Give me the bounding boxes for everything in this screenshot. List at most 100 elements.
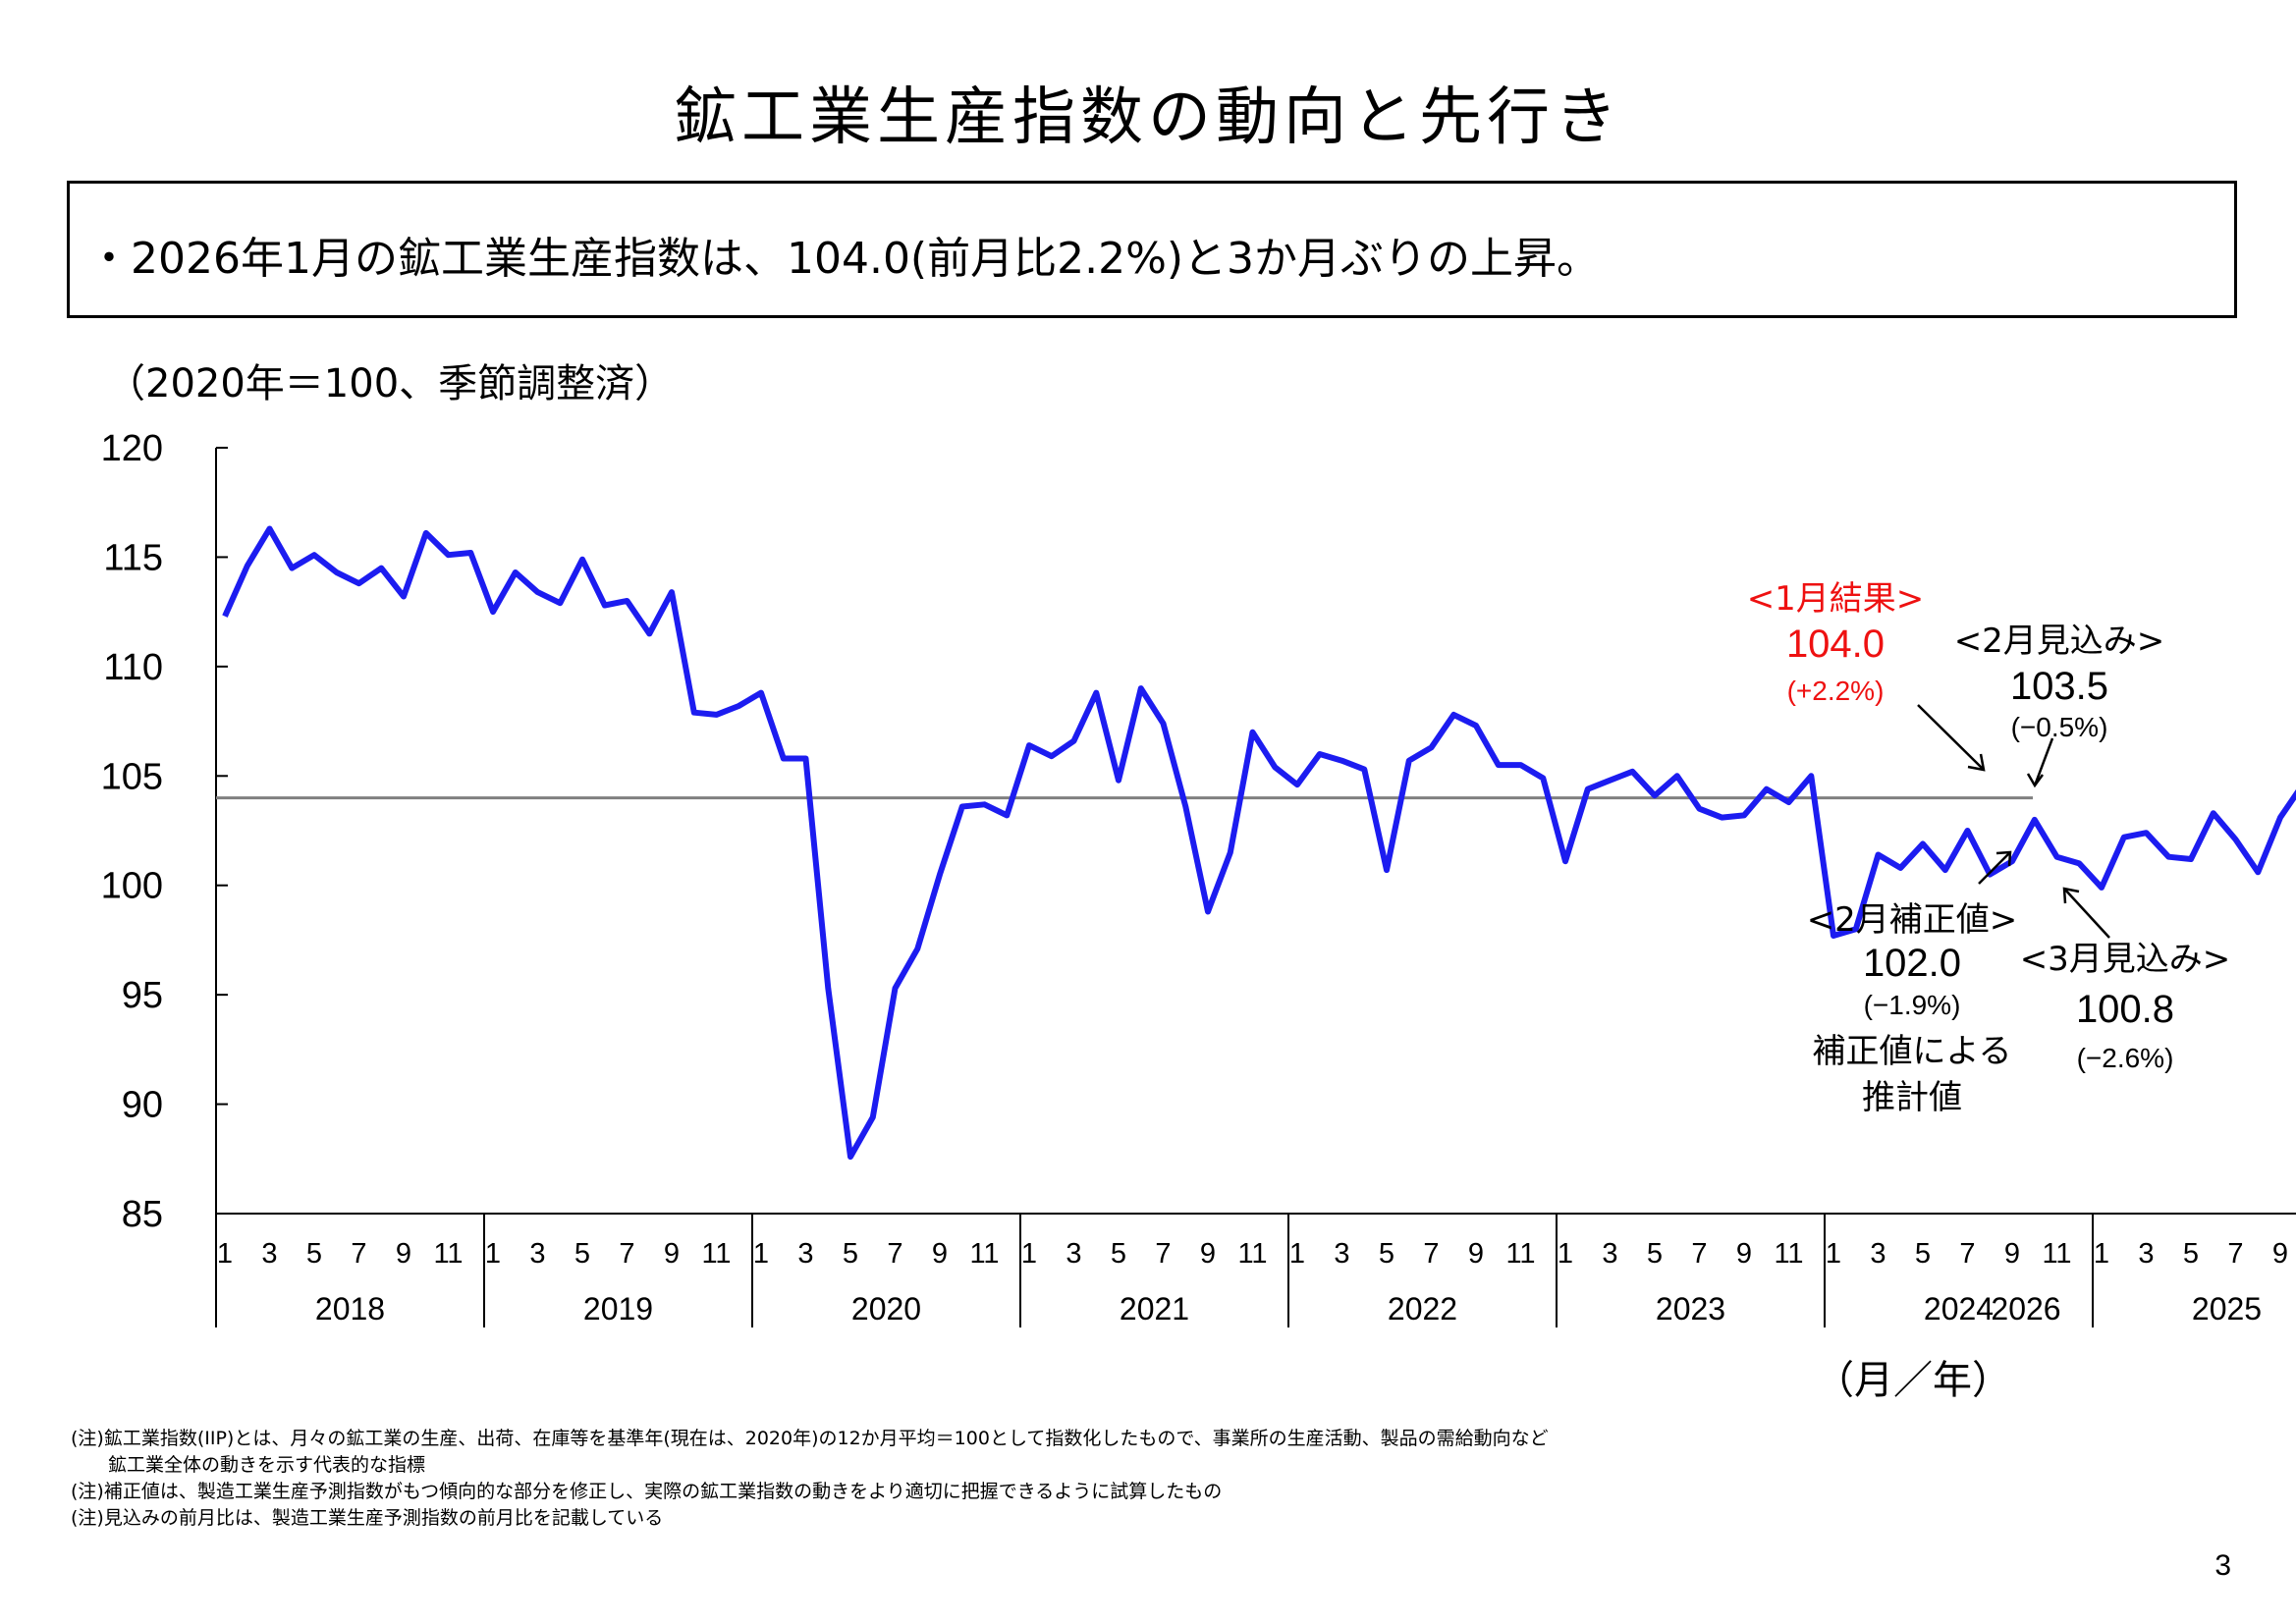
y-tick-label: 105 — [101, 756, 163, 797]
annotation-mar-forecast: <3月見込み> 100.8 (−2.6%) — [2020, 940, 2231, 1073]
series-line-iip — [222, 525, 2296, 1161]
annotation-feb-corrected-label: <2月補正値> — [1807, 900, 2018, 940]
year-label: 2022 — [1388, 1291, 1457, 1326]
annotation-feb-corrected-note1: 補正値による — [1813, 1032, 2012, 1071]
arrowhead-feb-forecast — [2026, 773, 2045, 788]
annotation-feb-forecast-label: <2月見込み> — [1954, 622, 2165, 661]
x-tick-label: 11 — [969, 1238, 999, 1270]
x-tick-label: 1 — [1826, 1238, 1841, 1270]
x-tick-label: 7 — [1155, 1238, 1171, 1270]
x-tick-label: 5 — [306, 1238, 322, 1270]
summary-text: ・2026年1月の鉱工業生産指数は、104.0(前月比2.2%)と3か月ぶりの上… — [87, 234, 1601, 284]
annotation-feb-corrected-value: 102.0 — [1863, 942, 1961, 985]
x-tick-label: 3 — [797, 1238, 813, 1270]
x-tick-label: 1 — [2094, 1238, 2109, 1270]
x-tick-label: 11 — [2042, 1238, 2071, 1270]
x-tick-label: 3 — [2138, 1238, 2154, 1270]
year-label: 2026 — [1991, 1291, 2060, 1326]
x-tick-label: 3 — [1334, 1238, 1349, 1270]
x-tick-label: 9 — [2272, 1238, 2288, 1270]
x-tick-label: 7 — [2227, 1238, 2243, 1270]
page-number: 3 — [2214, 1549, 2231, 1582]
x-tick-label: 11 — [1237, 1238, 1267, 1270]
x-tick-label: 5 — [843, 1238, 858, 1270]
x-tick-label: 9 — [1200, 1238, 1216, 1270]
chart: （2020年＝100、季節調整済） 120115110105100959085 … — [101, 361, 2296, 1403]
x-tick-label: 1 — [485, 1238, 501, 1270]
page-title: 鉱工業生産指数の動向と先行き — [674, 81, 1622, 154]
annotation-feb-corrected: <2月補正値> 102.0 (−1.9%) 補正値による 推計値 — [1807, 900, 2018, 1117]
x-tick-label: 3 — [1870, 1238, 1886, 1270]
x-tick-label: 3 — [529, 1238, 545, 1270]
x-tick-label: 7 — [1959, 1238, 1975, 1270]
arrowhead-jan — [1967, 753, 1986, 772]
y-tick-label: 110 — [103, 647, 163, 688]
footnote: (注)補正値は、製造工業生産予測指数がもつ傾向的な部分を修正し、実際の鉱工業指数… — [71, 1481, 1223, 1502]
x-tick-label: 9 — [1736, 1238, 1752, 1270]
annotation-arrows — [1917, 704, 2110, 939]
arrow-mar-forecast — [2063, 888, 2110, 939]
x-axis-label: （月／年） — [1815, 1358, 2011, 1403]
x-tick-label: 5 — [1379, 1238, 1394, 1270]
x-tick-label: 3 — [1066, 1238, 1081, 1270]
x-tick-label: 1 — [1021, 1238, 1037, 1270]
arrowhead-feb-corrected — [1995, 850, 2012, 867]
annotation-jan-value: 104.0 — [1786, 623, 1885, 666]
annotation-mar-forecast-change: (−2.6%) — [2077, 1043, 2174, 1073]
x-tick-label: 5 — [574, 1238, 590, 1270]
x-tick-label: 5 — [1915, 1238, 1931, 1270]
summary-box: ・2026年1月の鉱工業生産指数は、104.0(前月比2.2%)と3か月ぶりの上… — [67, 181, 2237, 318]
year-label: 2025 — [2192, 1291, 2262, 1326]
year-label: 2021 — [1120, 1291, 1189, 1326]
footnote: (注)鉱工業指数(IIP)とは、月々の鉱工業の生産、出荷、在庫等を基準年(現在は… — [71, 1428, 1549, 1449]
x-tick-label: 5 — [1111, 1238, 1126, 1270]
year-label: 2019 — [583, 1291, 653, 1326]
x-tick-label: 3 — [261, 1238, 277, 1270]
x-tick-label: 1 — [217, 1238, 233, 1270]
annotation-jan-change: (+2.2%) — [1787, 676, 1885, 706]
x-tick-label: 3 — [1602, 1238, 1617, 1270]
x-tick-label: 11 — [701, 1238, 731, 1270]
footnote: (注)見込みの前月比は、製造工業生産予測指数の前月比を記載している — [71, 1507, 664, 1529]
x-tick-label: 11 — [1774, 1238, 1803, 1270]
y-tick-label: 90 — [122, 1085, 163, 1126]
x-tick-label: 11 — [1505, 1238, 1535, 1270]
x-tick-label: 9 — [664, 1238, 680, 1270]
annotation-jan-label: <1月結果> — [1747, 579, 1925, 619]
y-tick-label: 85 — [122, 1194, 163, 1235]
y-tick-label: 95 — [122, 975, 163, 1016]
unit-label: （2020年＝100、季節調整済） — [106, 361, 674, 406]
x-tick-label: 9 — [932, 1238, 948, 1270]
arrowhead-mar-forecast — [2062, 887, 2080, 904]
annotation-feb-forecast: <2月見込み> 103.5 (−0.5%) — [1954, 622, 2165, 742]
footnotes: (注)鉱工業指数(IIP)とは、月々の鉱工業の生産、出荷、在庫等を基準年(現在は… — [71, 1426, 1549, 1532]
x-tick-label: 5 — [1647, 1238, 1663, 1270]
year-label: 2023 — [1656, 1291, 1725, 1326]
y-tick-label: 120 — [101, 428, 163, 469]
x-tick-label: 9 — [396, 1238, 411, 1270]
annotation-mar-forecast-label: <3月見込み> — [2020, 940, 2231, 979]
x-tick-label: 1 — [753, 1238, 769, 1270]
x-tick-label: 7 — [887, 1238, 902, 1270]
year-label: 2024 — [1924, 1291, 1994, 1326]
x-tick-label: 7 — [619, 1238, 634, 1270]
y-tick-label: 100 — [101, 866, 163, 907]
annotation-feb-forecast-value: 103.5 — [2010, 665, 2108, 708]
x-tick-label: 5 — [2183, 1238, 2199, 1270]
year-label: 2020 — [851, 1291, 921, 1326]
x-tick-label: 7 — [351, 1238, 366, 1270]
annotation-feb-forecast-change: (−0.5%) — [2011, 712, 2108, 742]
x-tick-label: 1 — [1558, 1238, 1573, 1270]
y-axis: 120 115 110 105 100 95 90 85 — [101, 428, 228, 1235]
arrow-feb-corrected — [1978, 851, 2011, 885]
annotation-feb-corrected-change: (−1.9%) — [1864, 990, 1961, 1020]
arrow-jan — [1917, 704, 1985, 771]
x-tick-label: 9 — [2004, 1238, 2020, 1270]
year-label: 2018 — [315, 1291, 385, 1326]
x-tick-label: 7 — [1691, 1238, 1707, 1270]
x-tick-label: 11 — [433, 1238, 463, 1270]
x-tick-label: 7 — [1423, 1238, 1439, 1270]
arrow-feb-forecast — [2033, 737, 2054, 786]
y-tick-label: 115 — [103, 537, 163, 578]
